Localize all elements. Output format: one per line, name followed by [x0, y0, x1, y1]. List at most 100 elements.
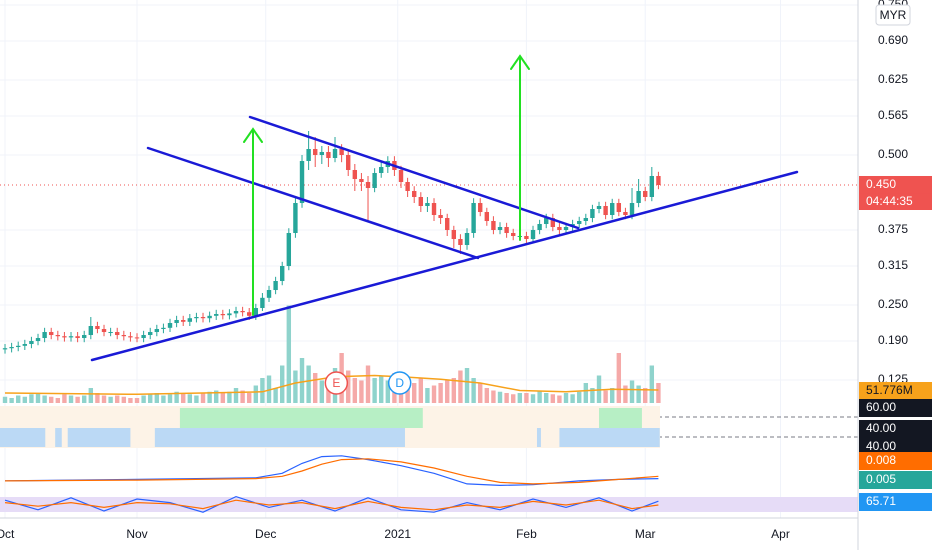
candle-body	[332, 148, 338, 158]
volume-bar	[412, 383, 417, 403]
event-label: E	[332, 376, 340, 390]
candle-body	[174, 320, 179, 324]
zone	[536, 428, 541, 447]
candle-body	[16, 345, 21, 348]
volume-bar	[49, 396, 54, 403]
candle-body	[616, 203, 622, 213]
candle-body	[141, 335, 146, 339]
x-tick-label: Mar	[635, 527, 656, 541]
candle-body	[458, 239, 463, 246]
drawings	[90, 54, 799, 362]
volume-bar	[425, 388, 430, 403]
currency-box	[875, 4, 911, 26]
candle-body	[636, 190, 641, 204]
volume-bar	[616, 353, 622, 403]
arrow-head	[243, 127, 263, 143]
volume-bar	[372, 378, 377, 403]
volume-bar	[544, 393, 549, 403]
level-label: 60.00	[866, 400, 896, 414]
candle-body	[101, 329, 107, 333]
volume-bar	[35, 393, 41, 403]
y-tick-label: 0.500	[878, 147, 908, 161]
last-price-box	[859, 175, 932, 194]
volume-bar	[62, 394, 67, 403]
zone	[599, 408, 642, 428]
volume-bar	[643, 388, 648, 403]
volume-bar	[306, 365, 311, 403]
candle-body	[524, 236, 529, 240]
volume-bar	[346, 370, 351, 403]
volume-bar	[484, 388, 490, 403]
candle-body	[286, 233, 292, 267]
volume-bar	[478, 383, 483, 403]
volume-bar	[286, 305, 292, 403]
volume-bar	[517, 393, 523, 403]
volume-bar	[458, 370, 463, 403]
volume-bar	[121, 396, 127, 403]
candle-body	[200, 317, 206, 319]
volume-bar	[299, 358, 305, 403]
volume-bar	[280, 365, 285, 403]
volume-bar	[240, 390, 245, 403]
volume-bar	[42, 395, 47, 403]
trendline	[146, 146, 480, 260]
level-label-box	[859, 420, 932, 438]
event-marker	[387, 371, 412, 395]
candle-body	[418, 196, 424, 207]
y-tick-label: 0.375	[878, 222, 908, 236]
candle-body	[346, 154, 351, 170]
volume-bar	[365, 365, 371, 403]
candle-body	[227, 313, 232, 316]
volume-bar	[194, 395, 199, 403]
candle-body	[445, 218, 450, 231]
last-price: 0.450	[866, 177, 896, 191]
volume-bar	[418, 378, 424, 403]
y-tick-label: 0.625	[878, 72, 908, 86]
zone	[179, 408, 423, 428]
y-tick-label: 0.690	[878, 33, 908, 47]
volume-bar	[649, 365, 655, 403]
volume-bar	[524, 393, 529, 403]
zone-value-label-box	[859, 438, 932, 456]
volume-bar	[161, 395, 166, 403]
volume-bar	[623, 385, 628, 403]
volume-bar	[227, 391, 232, 403]
candle-body	[187, 318, 193, 322]
volume-bar	[511, 394, 516, 403]
level-label: 40.00	[866, 421, 896, 435]
y-tick-label: 0.190	[878, 333, 908, 347]
candle-body	[22, 344, 28, 346]
countdown-box	[859, 193, 932, 210]
volume-bar	[82, 395, 87, 403]
volume-bar	[590, 388, 595, 403]
zone	[0, 428, 46, 447]
candle-body	[530, 230, 536, 240]
zone-value-label: 40.00	[866, 439, 896, 453]
volume-bar	[570, 394, 575, 403]
volume-bar	[187, 394, 193, 403]
candle-body	[266, 290, 272, 298]
candle-body	[583, 218, 589, 222]
candle-body	[603, 206, 608, 216]
candle-body	[128, 336, 133, 338]
candle-body	[379, 166, 384, 173]
candle-body	[643, 190, 648, 197]
volume-bar	[233, 388, 239, 403]
candle-body	[214, 314, 219, 316]
volume-bar	[214, 390, 219, 403]
candle-body	[194, 317, 199, 319]
candle-body	[247, 312, 252, 316]
candle-body	[148, 332, 153, 336]
candle-body	[95, 326, 100, 330]
candle-body	[649, 175, 655, 197]
volume-bar	[471, 378, 476, 403]
candle-body	[412, 190, 417, 197]
y-tick-label: 0.315	[878, 258, 908, 272]
zone	[154, 428, 405, 447]
volume-bar	[154, 393, 160, 403]
candle-body	[464, 233, 470, 246]
